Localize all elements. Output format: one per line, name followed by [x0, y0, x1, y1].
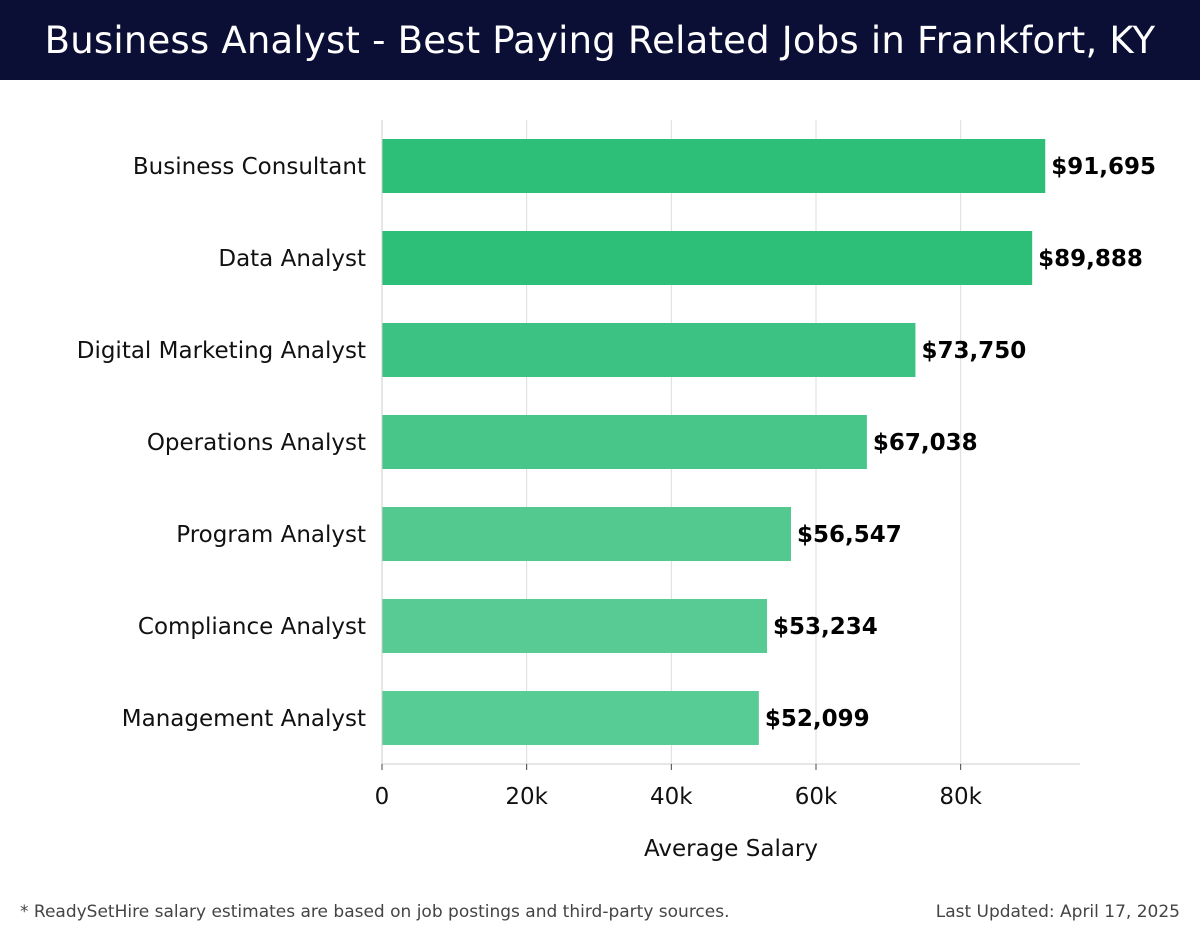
value-label: $73,750	[921, 338, 1026, 364]
bar-chart: Business Consultant $91,695 Data Analyst $8…	[77, 120, 1156, 862]
x-axis-title: Average Salary	[644, 836, 818, 862]
bar	[382, 599, 768, 653]
bar	[382, 691, 759, 745]
value-label: $89,888	[1038, 246, 1143, 272]
x-tick-label: 20k	[505, 784, 548, 810]
category-label: Business Consultant	[133, 154, 366, 180]
chart-title: Business Analyst - Best Paying Related J…	[44, 18, 1156, 62]
footer-note: * ReadySetHire salary estimates are base…	[20, 902, 730, 922]
category-label: Management Analyst	[122, 706, 366, 732]
x-tick-label: 40k	[650, 784, 693, 810]
category-label: Compliance Analyst	[138, 614, 366, 640]
category-label: Operations Analyst	[147, 430, 366, 456]
category-label: Digital Marketing Analyst	[77, 338, 366, 364]
value-label: $56,547	[797, 522, 902, 548]
bar	[382, 323, 916, 377]
value-label: $67,038	[873, 430, 978, 456]
bar	[382, 507, 792, 561]
category-label: Program Analyst	[176, 522, 366, 548]
x-tick-label: 80k	[939, 784, 982, 810]
value-label: $91,695	[1051, 154, 1156, 180]
last-updated-text: Last Updated: April 17, 2025	[935, 902, 1180, 922]
value-label: $53,234	[773, 614, 878, 640]
bar	[382, 231, 1033, 285]
value-label: $52,099	[765, 706, 870, 732]
x-tick-label: 0	[375, 784, 390, 810]
category-label: Data Analyst	[218, 246, 366, 272]
x-tick-label: 60k	[795, 784, 838, 810]
bar	[382, 139, 1046, 193]
bar	[382, 415, 867, 469]
title-bar: Business Analyst - Best Paying Related J…	[0, 0, 1200, 80]
